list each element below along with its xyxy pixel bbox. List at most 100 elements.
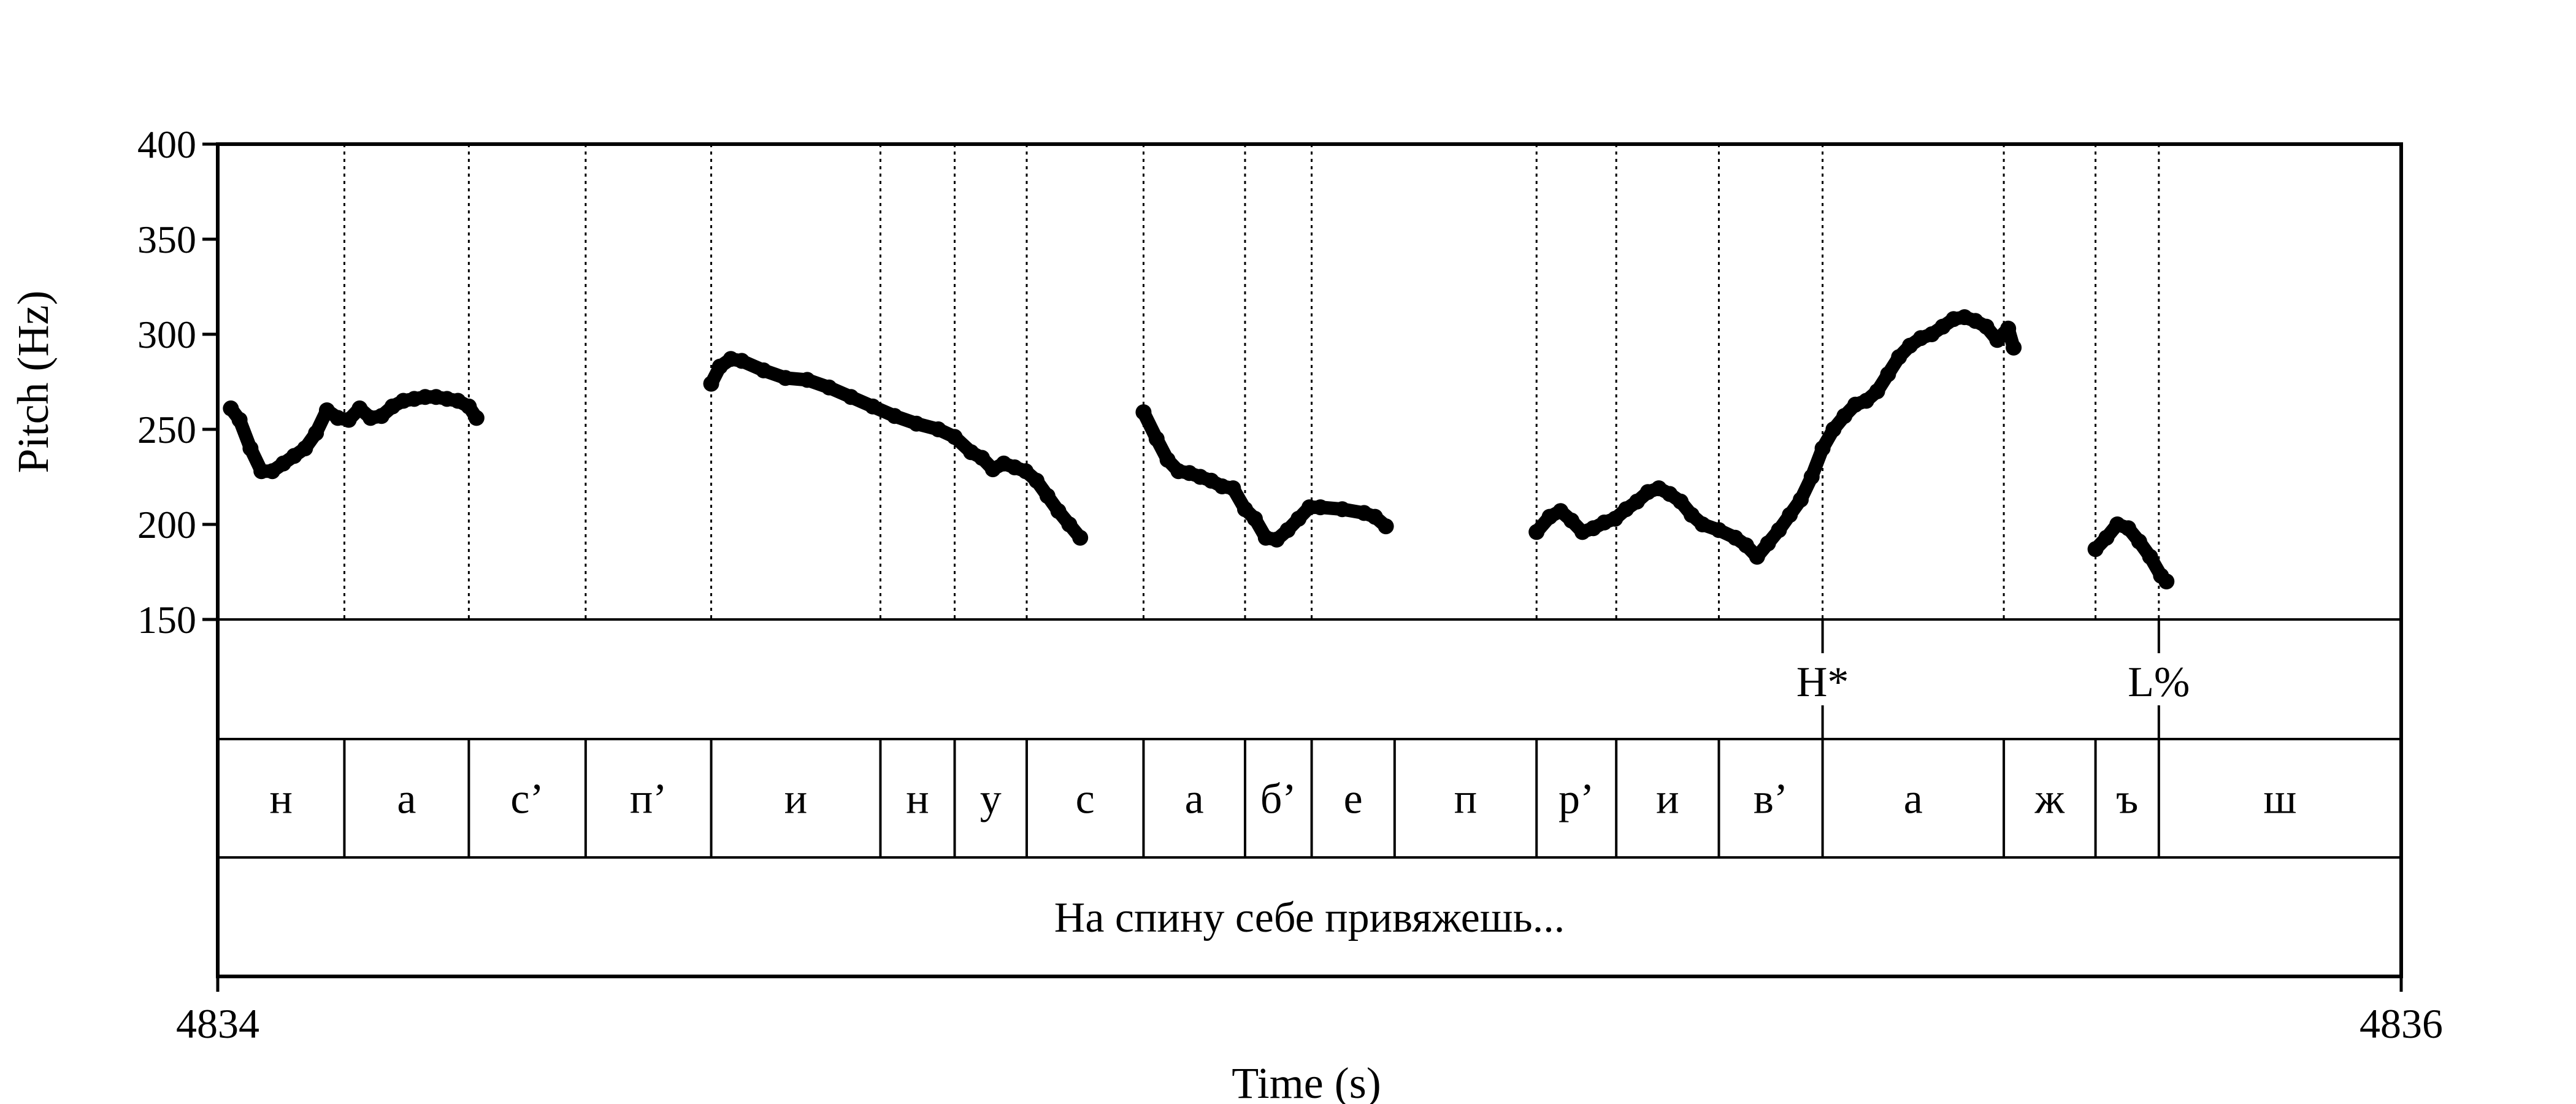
pitch-point (2142, 548, 2158, 565)
pitch-point (777, 370, 794, 386)
pitch-point (1989, 332, 2006, 348)
segment-label: н (270, 776, 293, 823)
segment-label: а (397, 776, 416, 823)
tone-label: L% (2128, 659, 2190, 706)
pitch-point (2131, 533, 2147, 550)
pitch-point (1869, 383, 1885, 399)
pitch-point (1334, 501, 1351, 518)
pitch-point (1673, 493, 1689, 510)
pitch-point (1290, 510, 1307, 527)
pitch-point (1312, 499, 1328, 516)
pitch-point (1039, 488, 1056, 504)
pitch-point (908, 415, 925, 432)
segment-label: п (1454, 776, 1477, 823)
segment-label: а (1904, 776, 1923, 823)
segment-label: р’ (1558, 776, 1594, 823)
segment-label: и (784, 776, 807, 823)
pitch-point (865, 398, 881, 415)
pitch-point (468, 410, 485, 426)
chart-frame (216, 142, 2403, 978)
y-tick-label: 150 (137, 598, 196, 642)
pitch-point (756, 362, 772, 378)
segment-label: и (1656, 776, 1679, 823)
pitch-point (461, 398, 477, 415)
pitch-point (1880, 366, 1896, 383)
segment-label: с (1076, 776, 1095, 823)
pitch-point (821, 379, 837, 396)
pitch-point (930, 421, 946, 437)
pitch-point (1050, 503, 1067, 519)
pitch-point (2120, 520, 2136, 537)
segment-label: ж (2034, 776, 2065, 823)
segment-label: в’ (1754, 776, 1788, 823)
pitch-point (1793, 491, 1809, 508)
pitch-point (1694, 516, 1711, 532)
sentence-label: На спину себе привяжешь... (1054, 894, 1565, 941)
pitch-point (1148, 431, 1165, 447)
pitch-point (1684, 507, 1700, 523)
pitch-point (374, 408, 389, 424)
pitch-point (1378, 518, 1394, 535)
pitch-point (1803, 469, 1820, 485)
pitch-point (1749, 548, 1765, 565)
segment-label: а (1185, 776, 1204, 823)
pitch-point (1301, 499, 1317, 516)
pitch-point (703, 375, 719, 392)
pitch-point (223, 400, 239, 416)
pitch-point (2000, 320, 2017, 337)
pitch-point (843, 389, 859, 405)
pitch-point (1367, 508, 1383, 525)
annotation-tiers: H* L% н а с’ п’ и н у с а б’ е п р’ и в’ а ж ъ ш На спину себ… (270, 619, 2296, 941)
pitch-point (1029, 472, 1045, 489)
pitch-point (242, 440, 259, 456)
pitch-point (1836, 408, 1853, 424)
pitch-point (1978, 318, 1995, 335)
x-tick-label: 4836 (2359, 1000, 2443, 1047)
segment-label: у (980, 776, 1002, 823)
pitch-point (340, 412, 357, 428)
segment-label: п’ (630, 776, 667, 823)
segment-label: ъ (2116, 776, 2138, 823)
pitch-point (799, 372, 816, 388)
pitch-point (1629, 493, 1645, 510)
pitch-point (734, 353, 750, 369)
pitch-point (1135, 404, 1152, 421)
y-tick-label: 350 (137, 218, 196, 261)
pitch-point (297, 440, 313, 456)
plot-area (223, 144, 2175, 619)
pitch-point (886, 408, 903, 424)
pitch-point (2087, 541, 2104, 558)
pitch-point (1891, 349, 1907, 366)
pitch-point (1760, 535, 1776, 551)
y-tick-label: 250 (137, 408, 196, 451)
pitch-point (253, 463, 270, 480)
pitch-point (1225, 480, 1241, 497)
pitch-point (1528, 524, 1545, 540)
x-tick-label: 4834 (176, 1000, 259, 1047)
pitch-point (1711, 522, 1727, 539)
pitch-point (1771, 522, 1787, 539)
pitch-point (1236, 501, 1253, 518)
pitch-contour (704, 352, 1087, 545)
pitch-point (2098, 529, 2115, 546)
segment-label: ш (2263, 776, 2296, 823)
pitch-point (231, 412, 248, 428)
pitch-point (1858, 393, 1874, 409)
pitch-point (2158, 573, 2175, 589)
pitch-point (1279, 522, 1296, 539)
segment-label: б’ (1260, 776, 1297, 823)
pitch-point (308, 425, 324, 442)
pitch-point (2006, 339, 2022, 356)
y-tick-label: 200 (137, 503, 196, 546)
pitch-point (417, 389, 434, 405)
pitch-point (1814, 440, 1831, 456)
pitch-point (1247, 510, 1263, 527)
pitch-point (1159, 451, 1176, 468)
y-tick-label: 300 (137, 313, 196, 356)
y-axis-label: Pitch (Hz) (9, 291, 58, 473)
axes: 400 350 300 250 200 150 4834 4836 Pitch (Hz) Time… (9, 123, 2443, 1104)
pitch-point (1782, 507, 1798, 523)
pitch-point (1072, 529, 1089, 546)
segment-label: с’ (510, 776, 543, 823)
